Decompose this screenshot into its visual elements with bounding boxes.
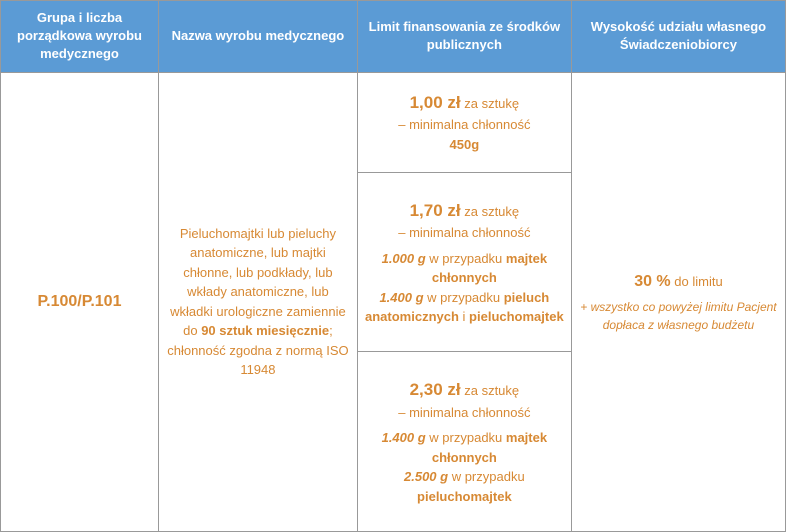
group-code-cell: P.100/P.101: [1, 72, 159, 531]
table-row: P.100/P.101 Pieluchomajtki lub pieluchy …: [1, 72, 786, 172]
price-1: 1,00 zł: [410, 93, 461, 112]
funding-table: Grupa i liczba porządkowa wyrobu medyczn…: [0, 0, 786, 532]
price-3: 2,30 zł: [410, 380, 461, 399]
sub-3: – minimalna chłonność: [364, 403, 565, 423]
r2-b3: pieluchomajtek: [469, 309, 564, 324]
per-3: za sztukę: [461, 383, 520, 398]
price-2: 1,70 zł: [410, 201, 461, 220]
header-share: Wysokość udziału własnego Świadczeniobio…: [571, 1, 785, 73]
header-product-name: Nazwa wyrobu medycznego: [159, 1, 358, 73]
percent: 30 %: [634, 273, 670, 290]
sub-1: – minimalna chłonność: [364, 115, 565, 135]
r2-and: i: [459, 309, 469, 324]
product-text1: Pieluchomajtki lub pieluchy anatomiczne,…: [170, 226, 346, 339]
r3-w1: 1.400 g: [382, 430, 426, 445]
r3-w2: 2.500 g: [404, 469, 448, 484]
r2-w2: 1.400 g: [379, 290, 423, 305]
sub-2: – minimalna chłonność: [364, 223, 565, 243]
r3-t1: w przypadku: [426, 430, 506, 445]
limit-row-3: 2,30 zł za sztukę – minimalna chłonność …: [357, 352, 571, 532]
r2-t1: w przypadku: [426, 251, 506, 266]
group-code: P.100/P.101: [38, 293, 122, 310]
table-container: Grupa i liczba porządkowa wyrobu medyczn…: [0, 0, 786, 532]
limit-row-2: 1,70 zł za sztukę – minimalna chłonność …: [357, 172, 571, 352]
per-1: za sztukę: [461, 96, 520, 111]
weight-1: 450g: [364, 135, 565, 155]
table-header-row: Grupa i liczba porządkowa wyrobu medyczn…: [1, 1, 786, 73]
share-note: + wszystko co powyżej limitu Pacjent dop…: [578, 298, 779, 334]
product-bold1: 90 sztuk miesięcznie: [201, 323, 329, 338]
r3-t2: w przypadku: [448, 469, 525, 484]
share-cell: 30 % do limitu + wszystko co powyżej lim…: [571, 72, 785, 531]
header-group: Grupa i liczba porządkowa wyrobu medyczn…: [1, 1, 159, 73]
r2-w1: 1.000 g: [382, 251, 426, 266]
per-2: za sztukę: [461, 204, 520, 219]
product-description-cell: Pieluchomajtki lub pieluchy anatomiczne,…: [159, 72, 358, 531]
r3-b2: pieluchomajtek: [417, 489, 512, 504]
r2-t2: w przypadku: [424, 290, 504, 305]
header-limit: Limit finansowania ze środków publicznyc…: [357, 1, 571, 73]
to-limit: do limitu: [671, 274, 723, 289]
limit-row-1: 1,00 zł za sztukę – minimalna chłonność …: [357, 72, 571, 172]
